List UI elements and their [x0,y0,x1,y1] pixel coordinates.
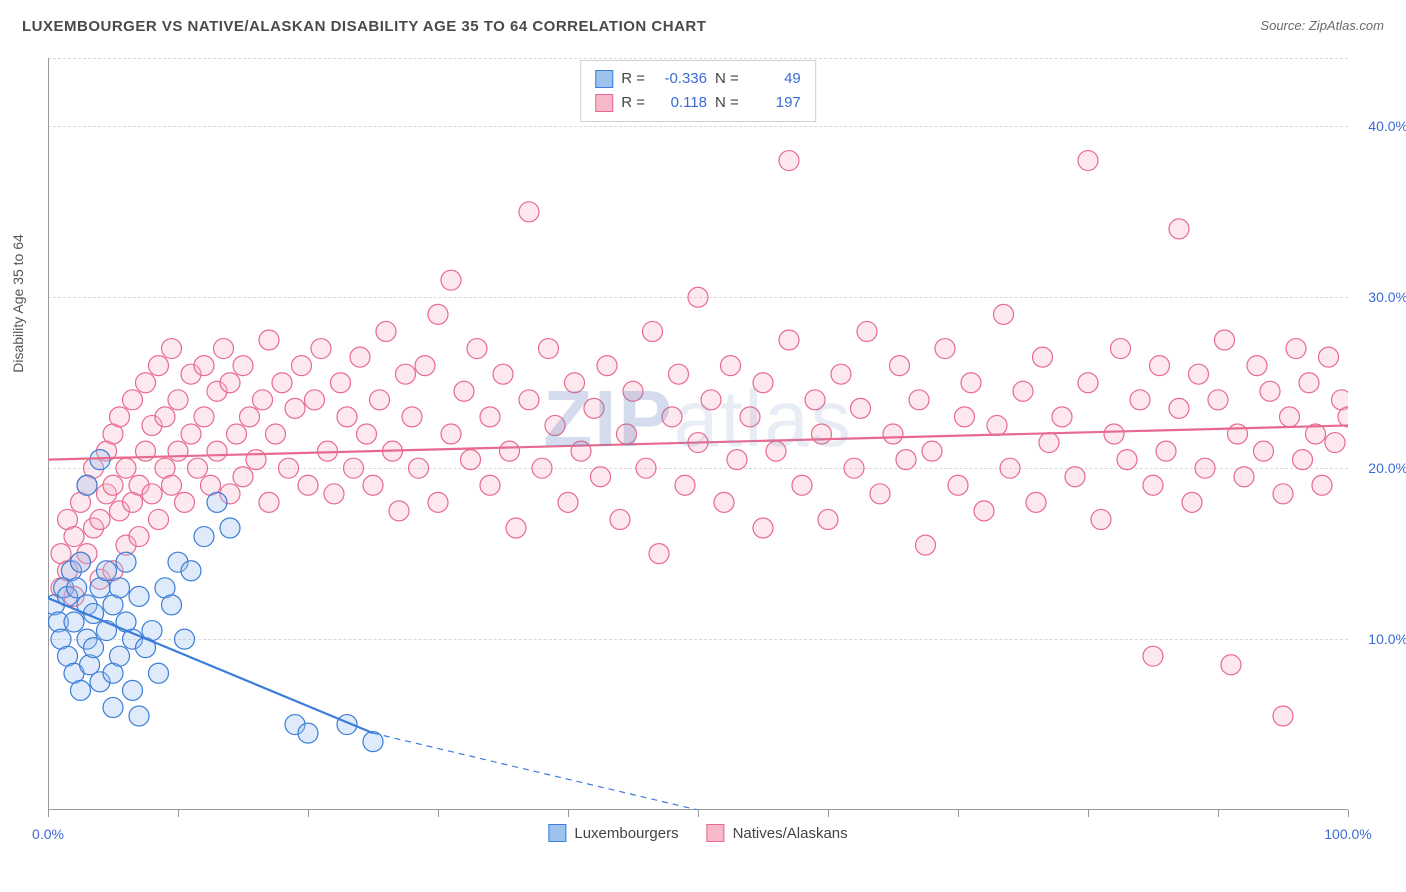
x-tick-mark [438,810,439,817]
n-value-lux: 49 [747,67,801,91]
y-tick-40: 40.0% [1368,118,1406,134]
legend-item-lux: Luxembourgers [548,824,678,842]
x-tick-100: 100.0% [1324,826,1371,842]
y-axis-label: Disability Age 35 to 64 [10,234,26,373]
r-label-nat: R = [621,91,645,115]
x-tick-mark [178,810,179,817]
n-label-nat: N = [715,91,739,115]
r-value-nat: 0.118 [653,91,707,115]
legend-correlation: R = -0.336 N = 49 R = 0.118 N = 197 [580,60,816,122]
scatter-plot [48,58,1348,810]
swatch-nat-icon [707,824,725,842]
x-tick-mark [1348,810,1349,817]
x-tick-mark [828,810,829,817]
x-tick-mark [308,810,309,817]
x-tick-mark [568,810,569,817]
x-tick-mark [1088,810,1089,817]
source-label: Source: [1260,18,1305,33]
x-tick-mark [48,810,49,817]
n-label-lux: N = [715,67,739,91]
legend-row-nat: R = 0.118 N = 197 [595,91,801,115]
swatch-lux-icon [548,824,566,842]
chart-container: Disability Age 35 to 64 40.0% 30.0% 20.0… [48,58,1348,810]
source-credit: Source: ZipAtlas.com [1260,18,1384,33]
n-value-nat: 197 [747,91,801,115]
legend-text-nat: Natives/Alaskans [733,825,848,842]
chart-title: LUXEMBOURGER VS NATIVE/ALASKAN DISABILIT… [22,18,706,35]
x-tick-mark [698,810,699,817]
r-value-lux: -0.336 [653,67,707,91]
legend-text-lux: Luxembourgers [574,825,678,842]
x-tick-mark [958,810,959,817]
header: LUXEMBOURGER VS NATIVE/ALASKAN DISABILIT… [0,0,1406,43]
r-label-lux: R = [621,67,645,91]
y-tick-30: 30.0% [1368,289,1406,305]
swatch-lux [595,70,613,88]
legend-item-nat: Natives/Alaskans [707,824,848,842]
legend-row-lux: R = -0.336 N = 49 [595,67,801,91]
x-tick-mark [1218,810,1219,817]
y-tick-10: 10.0% [1368,631,1406,647]
swatch-nat [595,94,613,112]
legend-series: Luxembourgers Natives/Alaskans [548,824,847,842]
x-tick-0: 0.0% [32,826,64,842]
source-value: ZipAtlas.com [1309,18,1384,33]
y-tick-20: 20.0% [1368,460,1406,476]
